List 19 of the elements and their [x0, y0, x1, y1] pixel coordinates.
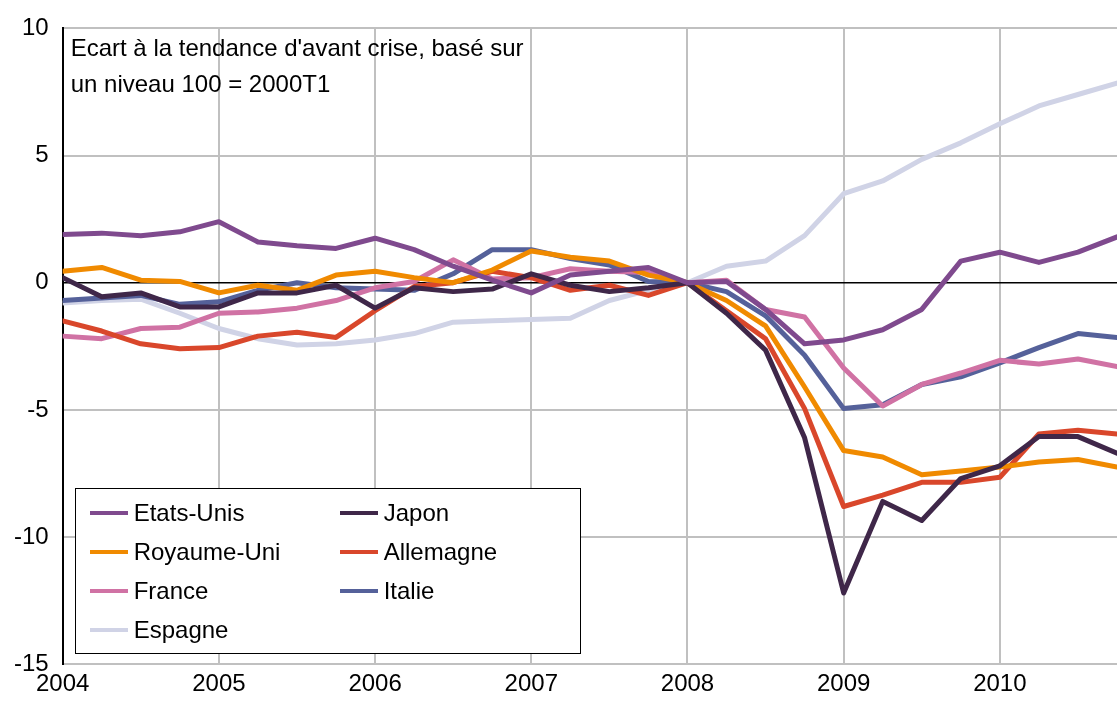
y-tick-label: 10: [21, 13, 49, 41]
legend-label: Royaume-Uni: [133, 537, 281, 566]
x-tick-label: 2005: [192, 669, 246, 697]
x-tick-label: 2009: [816, 669, 871, 697]
x-tick-label: 2008: [660, 669, 715, 697]
y-tick-label: 5: [35, 140, 49, 168]
y-tick-label: 0: [35, 267, 49, 295]
annotation: Ecart à la tendance d'avant crise, basé sur un niveau 100 = 2000T1: [70, 33, 525, 100]
legend-label: Japon: [383, 498, 450, 527]
y-tick-label: -10: [14, 521, 49, 549]
x-tick-label: 2006: [348, 669, 402, 697]
y-tick-label: -5: [27, 394, 49, 422]
legend-label: Allemagne: [383, 537, 498, 566]
legend-label: Espagne: [133, 615, 229, 644]
x-tick-label: 2010: [973, 669, 1027, 697]
legend-label: Italie: [383, 576, 435, 605]
legend-label: France: [133, 576, 209, 605]
x-tick-label: 2007: [504, 669, 558, 697]
legend-label: Etats-Unis: [133, 498, 245, 527]
